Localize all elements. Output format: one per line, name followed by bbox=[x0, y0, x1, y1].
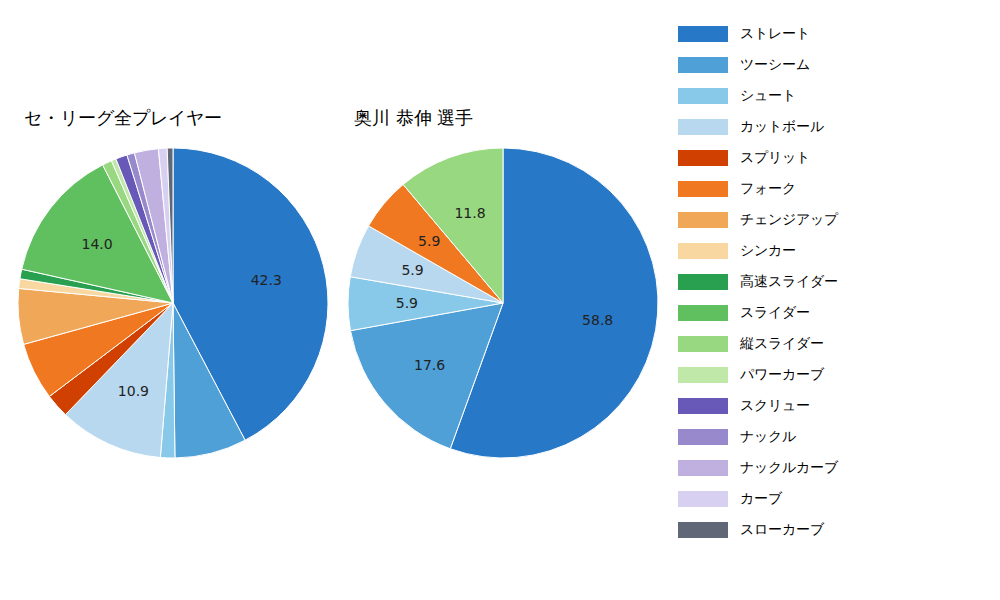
html-text:ストレート: ストレート bbox=[740, 24, 810, 41]
html-text:シンカー: シンカー bbox=[740, 241, 796, 258]
html-text:ツーシーム: ツーシーム bbox=[740, 55, 810, 72]
svg-text:10.9: 10.9 bbox=[118, 383, 149, 399]
html-text:高速スライダー: 高速スライダー bbox=[740, 272, 838, 289]
html-text:スライダー: スライダー bbox=[740, 303, 810, 320]
html-text:カットボール: カットボール bbox=[740, 117, 824, 134]
html-text:スクリュー: スクリュー bbox=[740, 396, 810, 413]
html-text:フォーク: フォーク bbox=[740, 179, 796, 196]
svg-text:5.9: 5.9 bbox=[418, 233, 440, 249]
svg-text:5.9: 5.9 bbox=[396, 295, 418, 311]
html-text:ナックルカーブ: ナックルカーブ bbox=[740, 458, 838, 475]
html-text:カーブ: カーブ bbox=[740, 489, 782, 506]
html-text:奥川 恭伸 選手: 奥川 恭伸 選手 bbox=[354, 107, 474, 128]
svg-text:14.0: 14.0 bbox=[81, 236, 112, 252]
html-text:スローカーブ: スローカーブ bbox=[740, 520, 824, 537]
svg-text:42.3: 42.3 bbox=[251, 272, 282, 288]
html-text:チェンジアップ: チェンジアップ bbox=[740, 210, 838, 227]
svg-text:5.9: 5.9 bbox=[401, 262, 423, 278]
html-text:縦スライダー: 縦スライダー bbox=[740, 334, 824, 351]
svg-text:17.6: 17.6 bbox=[414, 357, 445, 373]
html-text:スプリット: スプリット bbox=[740, 148, 810, 165]
html-text:シュート: シュート bbox=[740, 86, 796, 103]
html-text:パワーカーブ: パワーカーブ bbox=[740, 365, 824, 382]
svg-text:58.8: 58.8 bbox=[582, 312, 613, 328]
html-text:セ・リーグ全プレイヤー: セ・リーグ全プレイヤー bbox=[24, 107, 222, 128]
html-text:ナックル: ナックル bbox=[740, 427, 796, 444]
svg-text:11.8: 11.8 bbox=[454, 205, 485, 221]
